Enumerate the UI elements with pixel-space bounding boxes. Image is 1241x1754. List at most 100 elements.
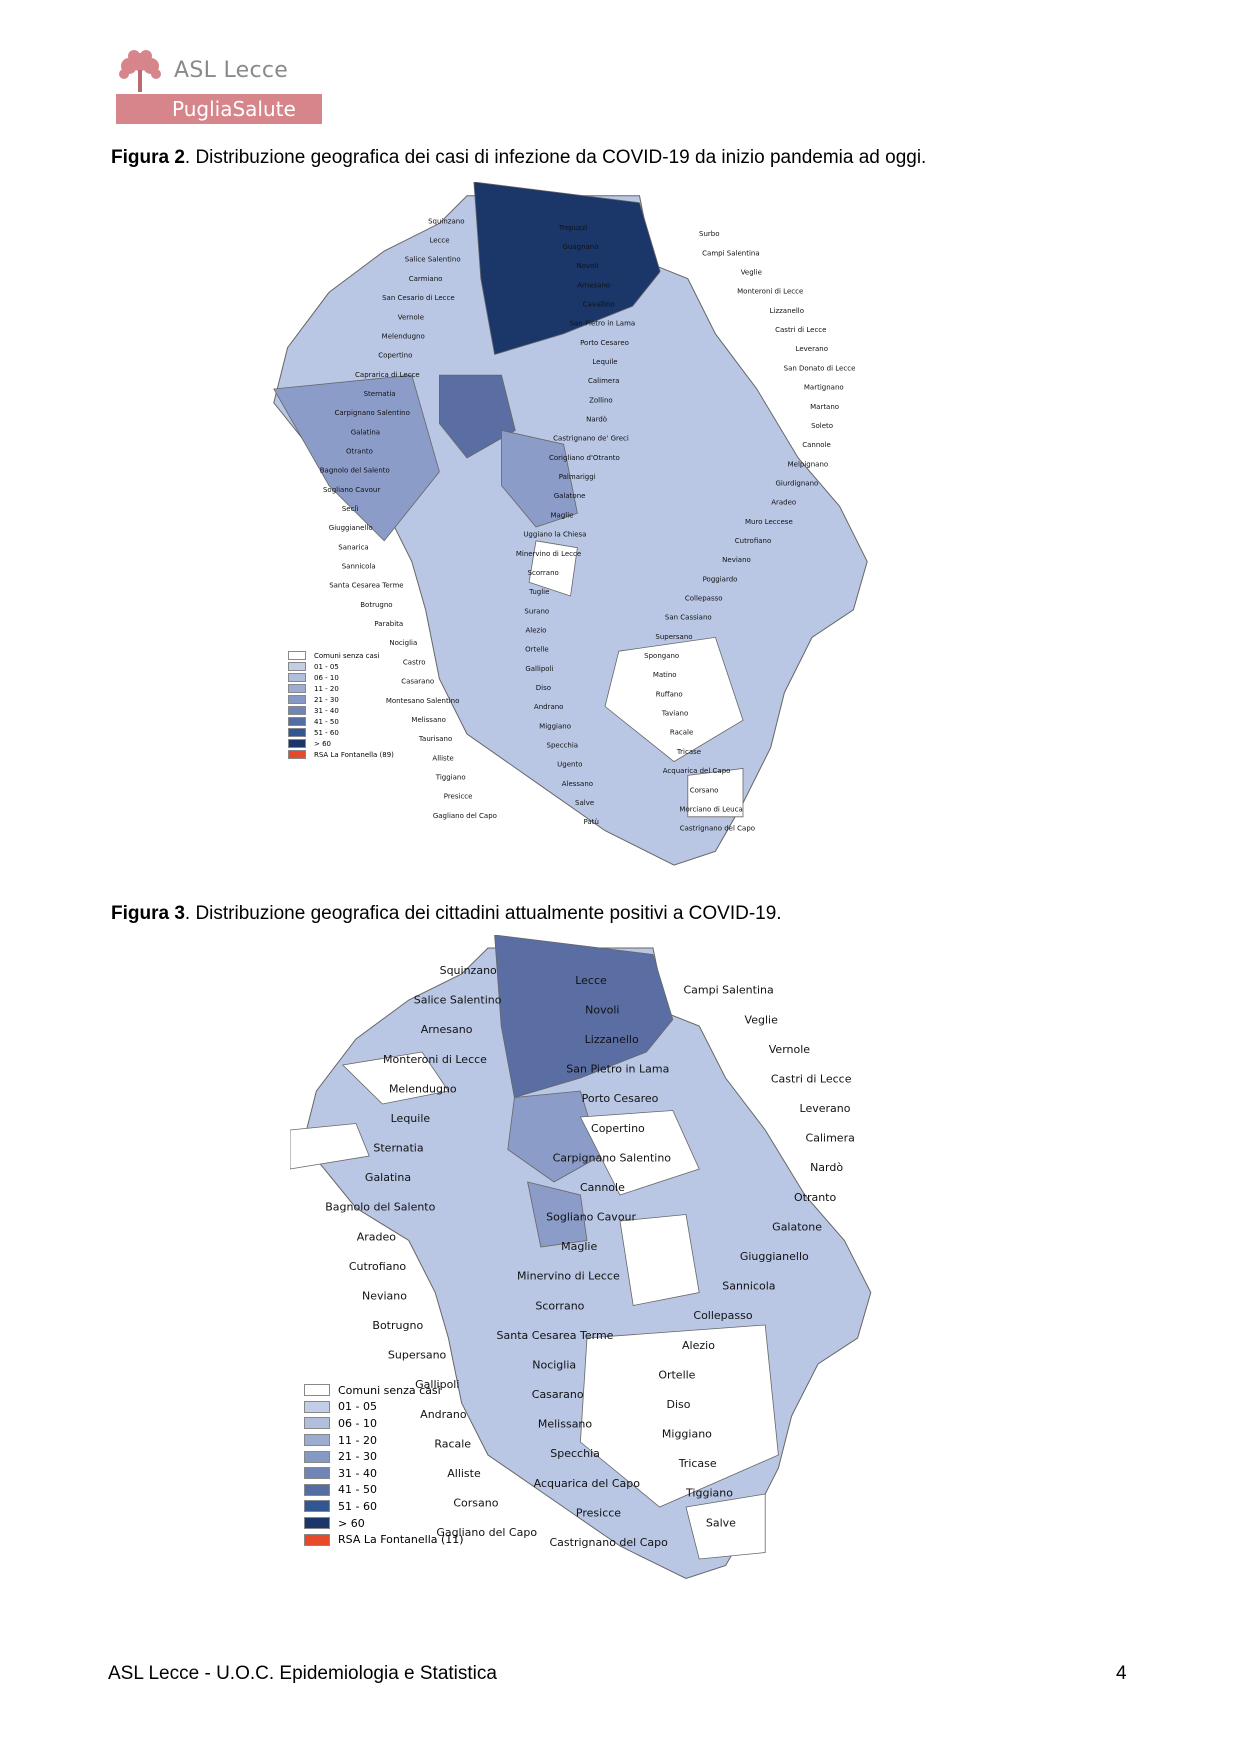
legend-item: 51 - 60 bbox=[288, 727, 394, 738]
place-label: San Pietro in Lama bbox=[570, 320, 636, 328]
place-label: Miggiano bbox=[662, 1428, 712, 1441]
place-label: Galatina bbox=[351, 428, 380, 436]
legend-item: > 60 bbox=[304, 1515, 464, 1532]
place-label: San Cesario di Lecce bbox=[382, 294, 455, 302]
place-label: Galatina bbox=[365, 1171, 411, 1184]
place-label: Copertino bbox=[378, 352, 412, 360]
place-label: Leverano bbox=[800, 1102, 851, 1115]
tree-logo-icon bbox=[119, 50, 161, 92]
place-label: Guagnano bbox=[562, 243, 598, 251]
legend-swatch bbox=[288, 717, 306, 726]
place-label: Santa Cesarea Terme bbox=[497, 1329, 614, 1342]
place-label: Castri di Lecce bbox=[775, 326, 826, 334]
legend-swatch bbox=[288, 662, 306, 671]
legend-item: 06 - 10 bbox=[304, 1415, 464, 1432]
place-label: Sannicola bbox=[722, 1280, 775, 1293]
place-label: Corsano bbox=[690, 786, 719, 794]
place-label: Martignano bbox=[804, 384, 844, 392]
map3-no-case-area bbox=[619, 1214, 700, 1306]
place-label: Porto Cesareo bbox=[582, 1092, 659, 1105]
place-label: Veglie bbox=[741, 269, 762, 277]
legend-label: 21 - 30 bbox=[338, 1450, 377, 1464]
map2-zone bbox=[273, 374, 440, 542]
place-label: Patù bbox=[584, 818, 599, 826]
place-label: Giurdignano bbox=[775, 480, 818, 488]
place-label: Botrugno bbox=[360, 601, 392, 609]
place-label: Diso bbox=[667, 1398, 691, 1411]
place-label: Cannole bbox=[580, 1181, 625, 1194]
map2-zone bbox=[501, 429, 578, 528]
place-label: Santa Cesarea Terme bbox=[329, 582, 403, 590]
map2-no-case-area bbox=[604, 636, 744, 763]
map3-no-case-area bbox=[579, 1324, 779, 1508]
place-label: Galatone bbox=[554, 492, 586, 500]
place-label: Galatone bbox=[772, 1220, 822, 1233]
map3-zone bbox=[507, 1090, 601, 1183]
place-label: Morciano di Leuca bbox=[679, 805, 742, 813]
legend-label: > 60 bbox=[338, 1516, 365, 1530]
place-label: Cutrofiano bbox=[735, 537, 772, 545]
place-label: Novoli bbox=[585, 1003, 619, 1016]
place-label: Cutrofiano bbox=[349, 1260, 407, 1273]
place-label: Alliste bbox=[432, 754, 453, 762]
place-label: Sogliano Cavour bbox=[546, 1211, 636, 1224]
legend-label: 21 - 30 bbox=[314, 695, 339, 704]
legend-item: 41 - 50 bbox=[304, 1482, 464, 1499]
place-label: San Donato di Lecce bbox=[784, 364, 856, 372]
legend-swatch bbox=[304, 1400, 330, 1413]
figure2-caption-text: . Distribuzione geografica dei casi di i… bbox=[184, 147, 927, 168]
place-label: Nardò bbox=[810, 1161, 843, 1174]
place-label: Surbo bbox=[699, 230, 719, 238]
place-label: Melendugno bbox=[382, 332, 425, 340]
place-label: Castrignano del Capo bbox=[550, 1536, 669, 1549]
map3-zone bbox=[527, 1181, 588, 1248]
place-label: Monteroni di Lecce bbox=[737, 288, 803, 296]
place-label: Ortelle bbox=[525, 646, 549, 654]
place-label: Vernole bbox=[398, 313, 424, 321]
place-label: Melissano bbox=[411, 716, 446, 724]
place-label: Campi Salentina bbox=[702, 249, 759, 257]
place-label: Poggiardo bbox=[703, 575, 738, 583]
legend-item: Comuni senza casi bbox=[288, 650, 394, 661]
map3-no-case-area bbox=[685, 1493, 766, 1560]
place-label: Aradeo bbox=[357, 1230, 397, 1243]
legend-label: Comuni senza casi bbox=[338, 1383, 441, 1397]
place-label: Nociglia bbox=[389, 639, 417, 647]
place-label: Melpignano bbox=[788, 460, 829, 468]
place-label: Montesano Salentino bbox=[386, 697, 460, 705]
legend-swatch bbox=[304, 1384, 330, 1397]
legend-label: 11 - 20 bbox=[314, 684, 339, 693]
map3-zone bbox=[494, 935, 674, 1099]
figure3-map-svg: Squinzano Lecce Campi Salentina Salice Sale… bbox=[290, 935, 872, 1580]
place-label: Neviano bbox=[722, 556, 751, 564]
place-label: Sternatia bbox=[373, 1142, 423, 1155]
place-label: Squinzano bbox=[428, 217, 464, 225]
place-label: Aradeo bbox=[771, 499, 796, 507]
place-label: Corigliano d'Otranto bbox=[549, 454, 620, 462]
place-label: Casarano bbox=[532, 1388, 584, 1401]
place-label: Monteroni di Lecce bbox=[383, 1053, 487, 1066]
place-label: Zollino bbox=[589, 396, 613, 404]
legend-item: 01 - 05 bbox=[288, 661, 394, 672]
place-label: Uggiano la Chiesa bbox=[523, 531, 586, 539]
legend-swatch bbox=[304, 1533, 330, 1546]
place-label: Lequile bbox=[391, 1112, 431, 1125]
legend-item: 31 - 40 bbox=[288, 705, 394, 716]
legend-item: 51 - 60 bbox=[304, 1498, 464, 1515]
legend-swatch bbox=[288, 706, 306, 715]
legend-label: 11 - 20 bbox=[338, 1433, 377, 1447]
legend-swatch bbox=[288, 673, 306, 682]
legend-label: 31 - 40 bbox=[314, 706, 339, 715]
place-label: Calimera bbox=[806, 1132, 855, 1145]
asl-lecce-logo: ASL Lecce PugliaSalute bbox=[116, 48, 326, 124]
place-label: Gallipoli bbox=[525, 665, 553, 673]
place-label: Bagnolo del Salento bbox=[320, 467, 390, 475]
place-label: Presicce bbox=[576, 1506, 621, 1519]
map2-no-case-area bbox=[687, 768, 744, 818]
place-label: Gallipoli bbox=[415, 1378, 459, 1391]
place-label: Campi Salentina bbox=[683, 984, 773, 997]
place-label: Lecce bbox=[575, 974, 607, 987]
place-label: Supersano bbox=[655, 633, 692, 641]
place-label: Palmariggi bbox=[559, 473, 596, 481]
place-label: Lecce bbox=[429, 237, 449, 245]
